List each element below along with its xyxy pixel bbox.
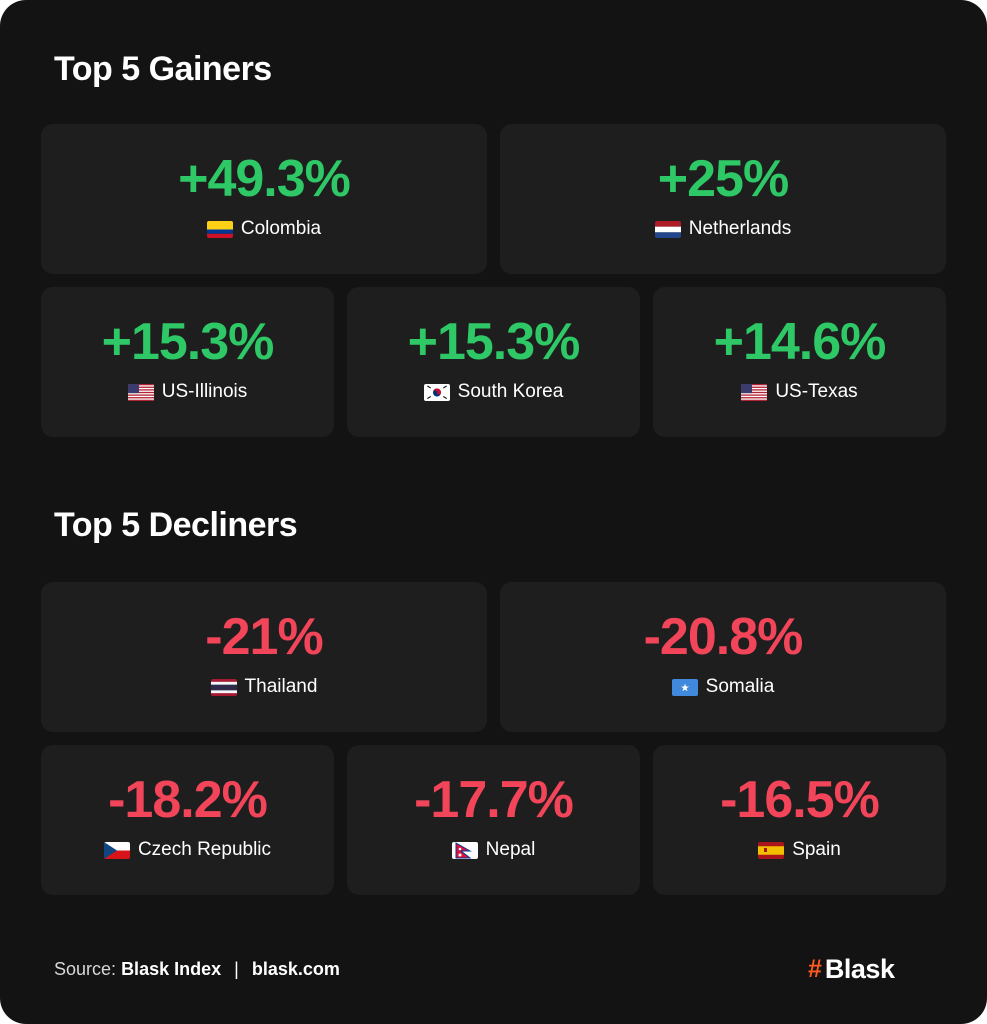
decliner-value: -17.7% [414,771,574,829]
flag-netherlands-icon [654,220,681,238]
flag-thailand-icon [210,678,237,696]
country-label: Spain [792,839,841,860]
brand-name: Blask [824,954,895,984]
gainer-value: +15.3% [101,313,275,371]
decliner-tile-thailand: -21% Thailand [41,582,487,732]
hash-icon: # [808,955,822,983]
country-label: US-Illinois [161,381,248,402]
gainer-value: +25% [657,150,789,208]
gainer-value: +49.3% [178,150,351,208]
gainer-country: South Korea [423,381,564,403]
gainer-tile-netherlands: +25% Netherlands [500,124,946,274]
brand-logo: # Blask [808,954,895,984]
gainer-tile-south-korea: +15.3% South Korea [347,287,640,437]
decliner-country: Somalia [671,676,775,698]
country-label: South Korea [457,381,564,402]
decliner-tile-nepal: -17.7% Nepal [347,745,640,895]
flag-somalia-icon [671,678,698,696]
flag-nepal-icon [451,841,478,859]
flag-spain-icon [758,841,785,859]
country-label: Netherlands [688,218,792,239]
flag-south-korea-icon [423,383,450,401]
gainer-country: US-Illinois [127,381,248,403]
decliner-country: Thailand [210,676,318,698]
source-label: Source: [54,959,117,979]
country-label: Czech Republic [137,839,272,860]
gainer-tile-us-texas: +14.6% US-Texas [653,287,946,437]
gainer-country: Netherlands [654,218,792,240]
decliner-value: -16.5% [720,771,880,829]
decliner-tile-czech-republic: -18.2% Czech Republic [41,745,334,895]
gainers-title: Top 5 Gainers [54,50,272,88]
decliner-value: -20.8% [643,608,804,666]
gainer-country: Colombia [206,218,322,240]
country-label: Nepal [485,839,536,860]
flag-usa-icon [741,383,768,401]
source-url: blask.com [251,959,340,979]
decliner-country: Spain [758,839,841,861]
decliner-tile-spain: -16.5% Spain [653,745,946,895]
flag-usa-icon [127,383,154,401]
country-label: Thailand [244,676,318,697]
country-label: Somalia [705,676,775,697]
decliner-value: -18.2% [108,771,268,829]
decliner-value: -21% [205,608,323,666]
gainer-tile-us-illinois: +15.3% US-Illinois [41,287,334,437]
decliner-country: Nepal [451,839,536,861]
source-credit: Source: Blask Index | blask.com [54,959,340,980]
gainer-value: +14.6% [713,313,887,371]
gainer-country: US-Texas [741,381,858,403]
country-label: Colombia [240,218,322,239]
source-separator: | [234,959,239,979]
source-name: Blask Index [121,959,222,979]
decliners-title: Top 5 Decliners [54,506,298,544]
gainer-tile-colombia: +49.3% Colombia [41,124,487,274]
decliner-country: Czech Republic [103,839,272,861]
flag-colombia-icon [206,220,233,238]
country-label: US-Texas [775,381,858,402]
flag-czech-republic-icon [103,841,130,859]
gainer-value: +15.3% [407,313,581,371]
decliner-tile-somalia: -20.8% Somalia [500,582,946,732]
